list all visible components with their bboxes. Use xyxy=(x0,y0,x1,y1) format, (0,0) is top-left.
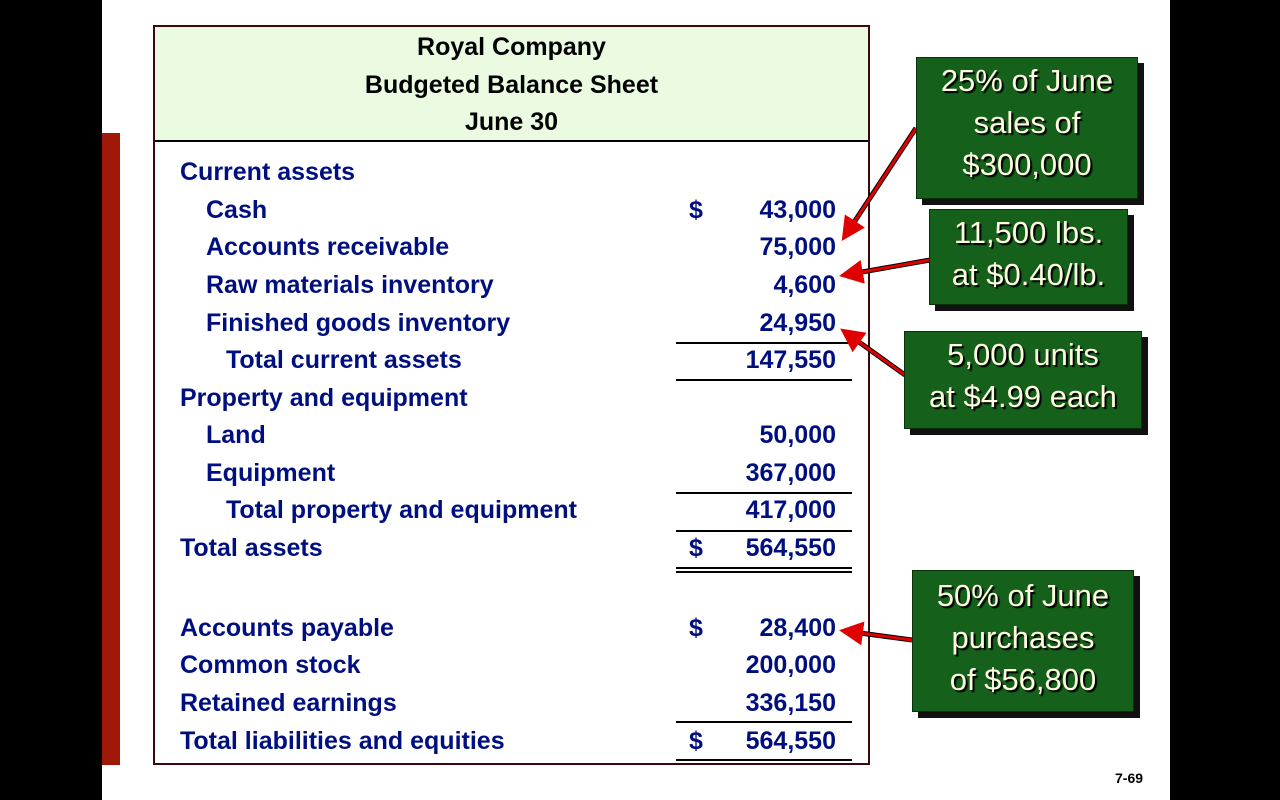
table-row: Land 50,000 xyxy=(155,417,868,455)
row-label: Current assets xyxy=(180,158,356,186)
row-value: 4,600 xyxy=(773,271,836,299)
row-value: 200,000 xyxy=(745,651,836,679)
row-value: 417,000 xyxy=(745,496,836,524)
table-row: Total current assets 147,550 xyxy=(155,342,868,380)
dollar-sign: $ xyxy=(689,196,703,224)
table-row: Total liabilities and equities $564,550 xyxy=(155,723,868,761)
row-value: 75,000 xyxy=(759,233,836,261)
table-row: Total assets $564,550 xyxy=(155,530,868,568)
row-label: Retained earnings xyxy=(180,689,397,717)
row-value: 367,000 xyxy=(745,459,836,487)
table-row: Finished goods inventory 24,950 xyxy=(155,305,868,343)
callout-finished-goods: 5,000 units at $4.99 each xyxy=(904,331,1142,429)
rule xyxy=(676,379,852,381)
table-row: Equipment 367,000 xyxy=(155,455,868,493)
row-value: 43,000 xyxy=(759,196,836,224)
rule xyxy=(676,759,852,761)
table-row: Accounts receivable 75,000 xyxy=(155,229,868,267)
sheet-header: Royal Company Budgeted Balance Sheet Jun… xyxy=(155,27,868,142)
row-label: Total assets xyxy=(180,534,323,562)
row-value: 50,000 xyxy=(759,421,836,449)
rule xyxy=(676,721,852,723)
company-name: Royal Company xyxy=(417,33,606,61)
table-row: Current assets xyxy=(155,154,868,192)
table-row: Accounts payable $28,400 xyxy=(155,610,868,648)
rule xyxy=(676,492,852,494)
table-row: Retained earnings 336,150 xyxy=(155,685,868,723)
rule xyxy=(676,342,852,344)
rule xyxy=(676,530,852,532)
table-row: Cash $43,000 xyxy=(155,192,868,230)
callout-receivables: 25% of June sales of $300,000 xyxy=(916,57,1138,199)
table-row: Common stock 200,000 xyxy=(155,647,868,685)
sheet-date: June 30 xyxy=(464,108,559,136)
page-number: 7-69 xyxy=(1115,770,1144,786)
row-label: Finished goods inventory xyxy=(206,309,511,337)
row-label: Common stock xyxy=(180,651,361,679)
row-label: Land xyxy=(206,421,266,449)
row-label: Cash xyxy=(206,196,268,224)
row-label: Property and equipment xyxy=(180,384,468,412)
row-label: Raw materials inventory xyxy=(206,271,494,299)
row-label: Equipment xyxy=(206,459,336,487)
row-label: Accounts payable xyxy=(180,614,394,642)
row-value: 28,400 xyxy=(759,614,836,642)
row-value: 147,550 xyxy=(745,346,836,374)
row-value: 564,550 xyxy=(745,534,836,562)
row-value: 24,950 xyxy=(759,309,836,337)
row-value: 564,550 xyxy=(745,727,836,755)
row-label: Accounts receivable xyxy=(206,233,450,261)
double-rule xyxy=(676,571,852,573)
dollar-sign: $ xyxy=(689,727,703,755)
accent-bar xyxy=(102,133,120,765)
row-label: Total liabilities and equities xyxy=(180,727,505,755)
dollar-sign: $ xyxy=(689,534,703,562)
row-label: Total current assets xyxy=(226,346,462,374)
sheet-title: Budgeted Balance Sheet xyxy=(364,70,659,99)
table-row: Total property and equipment 417,000 xyxy=(155,492,868,530)
balance-sheet: Royal Company Budgeted Balance Sheet Jun… xyxy=(153,25,870,765)
callout-raw-materials: 11,500 lbs. at $0.40/lb. xyxy=(929,209,1128,305)
table-row: Raw materials inventory 4,600 xyxy=(155,267,868,305)
double-rule xyxy=(676,567,852,569)
row-value: 336,150 xyxy=(745,689,836,717)
table-row: Property and equipment xyxy=(155,380,868,418)
row-label: Total property and equipment xyxy=(226,496,577,524)
callout-payables: 50% of June purchases of $56,800 xyxy=(912,570,1134,712)
dollar-sign: $ xyxy=(689,614,703,642)
